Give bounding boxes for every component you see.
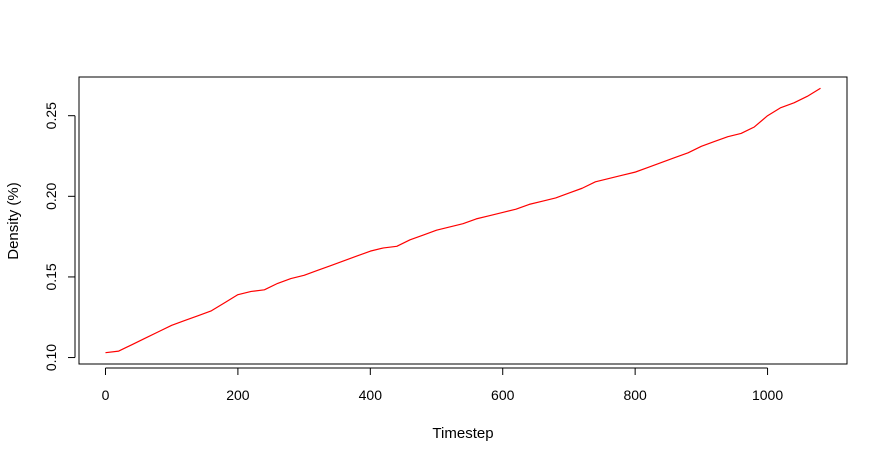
x-tick-label: 1000	[752, 387, 783, 403]
x-tick-label: 600	[491, 387, 515, 403]
y-tick-label: 0.25	[43, 102, 59, 129]
x-axis: 0 200 400 600 800 1000	[102, 367, 783, 403]
x-tick-label: 200	[226, 387, 250, 403]
density-line	[105, 87, 821, 354]
y-axis: 0.10 0.15 0.20 0.25	[43, 102, 76, 371]
x-tick-label: 400	[359, 387, 383, 403]
x-tick-label: 800	[623, 387, 647, 403]
y-tick-label: 0.15	[43, 263, 59, 290]
y-axis-title: Density (%)	[5, 182, 22, 260]
y-tick-label: 0.10	[43, 344, 59, 371]
plot-frame	[78, 76, 848, 365]
x-axis-title: Timestep	[432, 425, 493, 442]
y-tick-label: 0.20	[43, 182, 59, 209]
x-tick-label: 0	[102, 387, 110, 403]
